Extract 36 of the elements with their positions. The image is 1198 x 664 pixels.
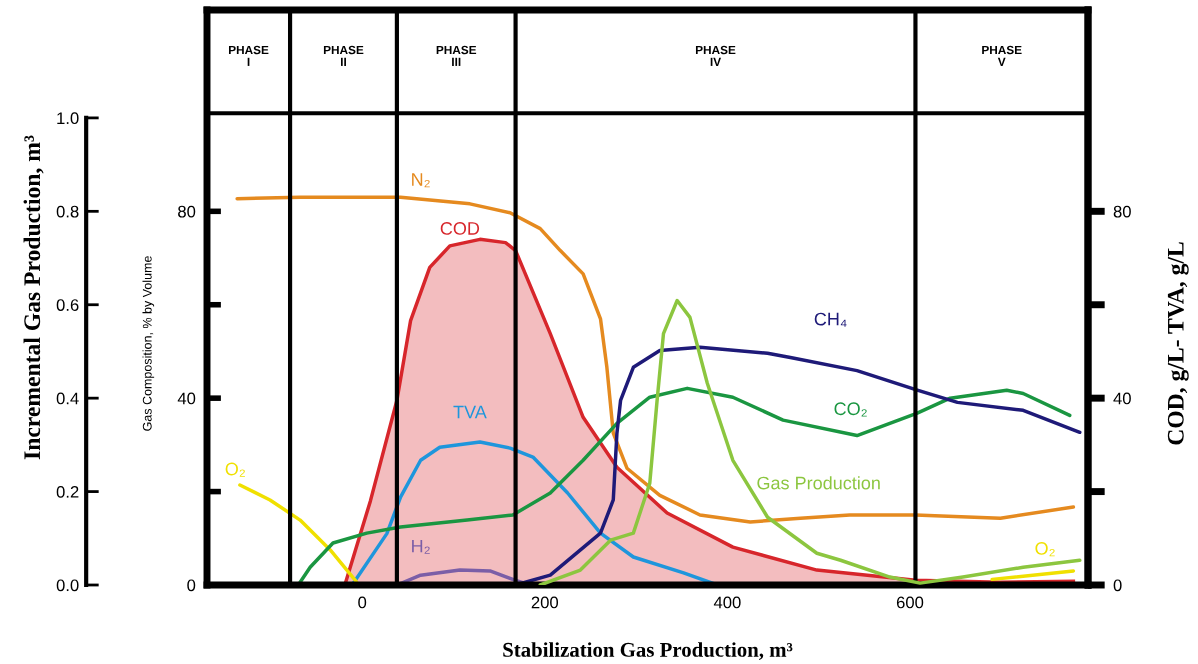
series-label: TVA	[453, 405, 487, 419]
series-label: N₂	[412, 173, 430, 188]
y2-axis-title: COD, g/L- TVA, g/L	[1167, 242, 1189, 445]
y3-axis-title: Gas Composition, % by Volume	[142, 256, 155, 431]
y-tick-label: 0.6	[56, 299, 79, 311]
y3-tick-label: 80	[1113, 205, 1131, 218]
y-tick-label: 0.4	[56, 392, 79, 405]
line-series	[538, 298, 1082, 585]
y2-tick-label: 40	[177, 392, 196, 405]
series-label: Gas Production	[757, 476, 880, 490]
x-axis-title: Stabilization Gas Production, m³	[503, 642, 793, 660]
series-label: COD	[440, 222, 480, 235]
annotation: PHASE III	[436, 45, 477, 66]
line-series	[296, 386, 1072, 585]
y-tick-label: 0.2	[56, 485, 79, 498]
y2-tick-label: 0	[187, 579, 196, 592]
text: O₂	[1035, 542, 1055, 557]
series-label: H₂	[412, 539, 430, 554]
x-tick-label: 600	[896, 596, 924, 609]
y-axis-title: Incremental Gas Production, m³	[23, 135, 44, 460]
y3-tick-label: 40	[1113, 392, 1131, 405]
x-tick-label: 0	[358, 596, 367, 609]
y-tick-label: 0.8	[56, 205, 79, 218]
y3-tick-label: 0	[1113, 579, 1122, 592]
annotation: PHASE II	[323, 45, 364, 66]
annotation: PHASE V	[982, 45, 1022, 66]
y-tick-label: 0.0	[56, 579, 79, 592]
y-tick-label: 1.0	[57, 112, 79, 125]
series-label: CO₂	[834, 402, 867, 417]
series-label: CH₄	[814, 312, 847, 327]
annotation: PHASE IV	[695, 45, 736, 66]
x-tick-label: 400	[713, 596, 741, 609]
annotation: PHASE I	[228, 45, 269, 66]
y2-tick-label: 80	[178, 205, 196, 218]
x-tick-label: 200	[531, 596, 559, 609]
series-label: O₂	[225, 462, 245, 477]
